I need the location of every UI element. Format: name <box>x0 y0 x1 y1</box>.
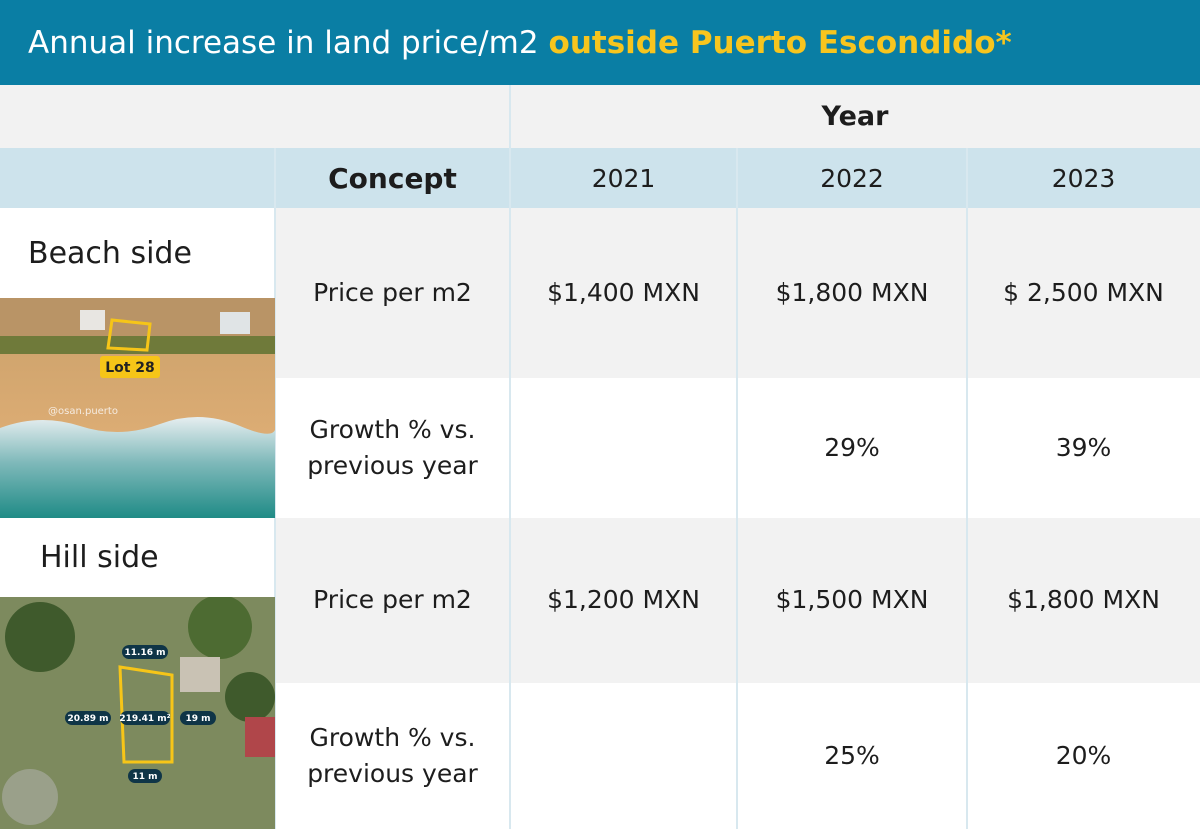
value-cell <box>510 683 737 829</box>
group-header: Year <box>510 85 1200 148</box>
concept-cell: Price per m2 <box>275 208 510 378</box>
value-cell: 29% <box>737 378 967 518</box>
value-cell <box>510 378 737 518</box>
title-highlight: outside Puerto Escondido* <box>549 25 1012 61</box>
value-cell: 25% <box>737 683 967 829</box>
value-cell: $1,500 MXN <box>737 518 967 683</box>
hill-photo: 11.16 m 20.89 m 219.41 m² 19 m 11 m <box>0 597 275 829</box>
title-bar: Annual increase in land price/m2 outside… <box>0 0 1200 85</box>
column-header: 2022 <box>737 148 967 208</box>
image-label: 11.16 m <box>125 648 166 658</box>
image-label: 219.41 m² <box>119 714 170 724</box>
section-label: Beach side <box>0 208 220 298</box>
value-cell: $1,400 MXN <box>510 208 737 378</box>
beach-photo: Lot 28 @osan.puerto <box>0 298 275 518</box>
image-label: 11 m <box>132 772 157 782</box>
image-label: 20.89 m <box>68 714 109 724</box>
column-header: Concept <box>275 148 510 208</box>
value-cell: $1,800 MXN <box>967 518 1200 683</box>
image-label: 19 m <box>185 714 210 724</box>
title: Annual increase in land price/m2 <box>28 25 539 61</box>
column-divider <box>966 148 968 829</box>
column-divider <box>509 85 511 829</box>
value-cell: 20% <box>967 683 1200 829</box>
value-cell: $1,800 MXN <box>737 208 967 378</box>
image-label: Lot 28 <box>105 360 155 376</box>
value-cell: $1,200 MXN <box>510 518 737 683</box>
column-divider <box>736 148 738 829</box>
value-cell: $ 2,500 MXN <box>967 208 1200 378</box>
concept-cell: Growth % vs. previous year <box>275 683 510 829</box>
page: Annual increase in land price/m2 outside… <box>0 0 1200 829</box>
image-label: @osan.puerto <box>48 406 118 417</box>
column-header: 2021 <box>510 148 737 208</box>
concept-cell: Growth % vs. previous year <box>275 378 510 518</box>
column-header: 2023 <box>967 148 1200 208</box>
section-label: Hill side <box>0 518 220 597</box>
value-cell: 39% <box>967 378 1200 518</box>
concept-cell: Price per m2 <box>275 518 510 683</box>
